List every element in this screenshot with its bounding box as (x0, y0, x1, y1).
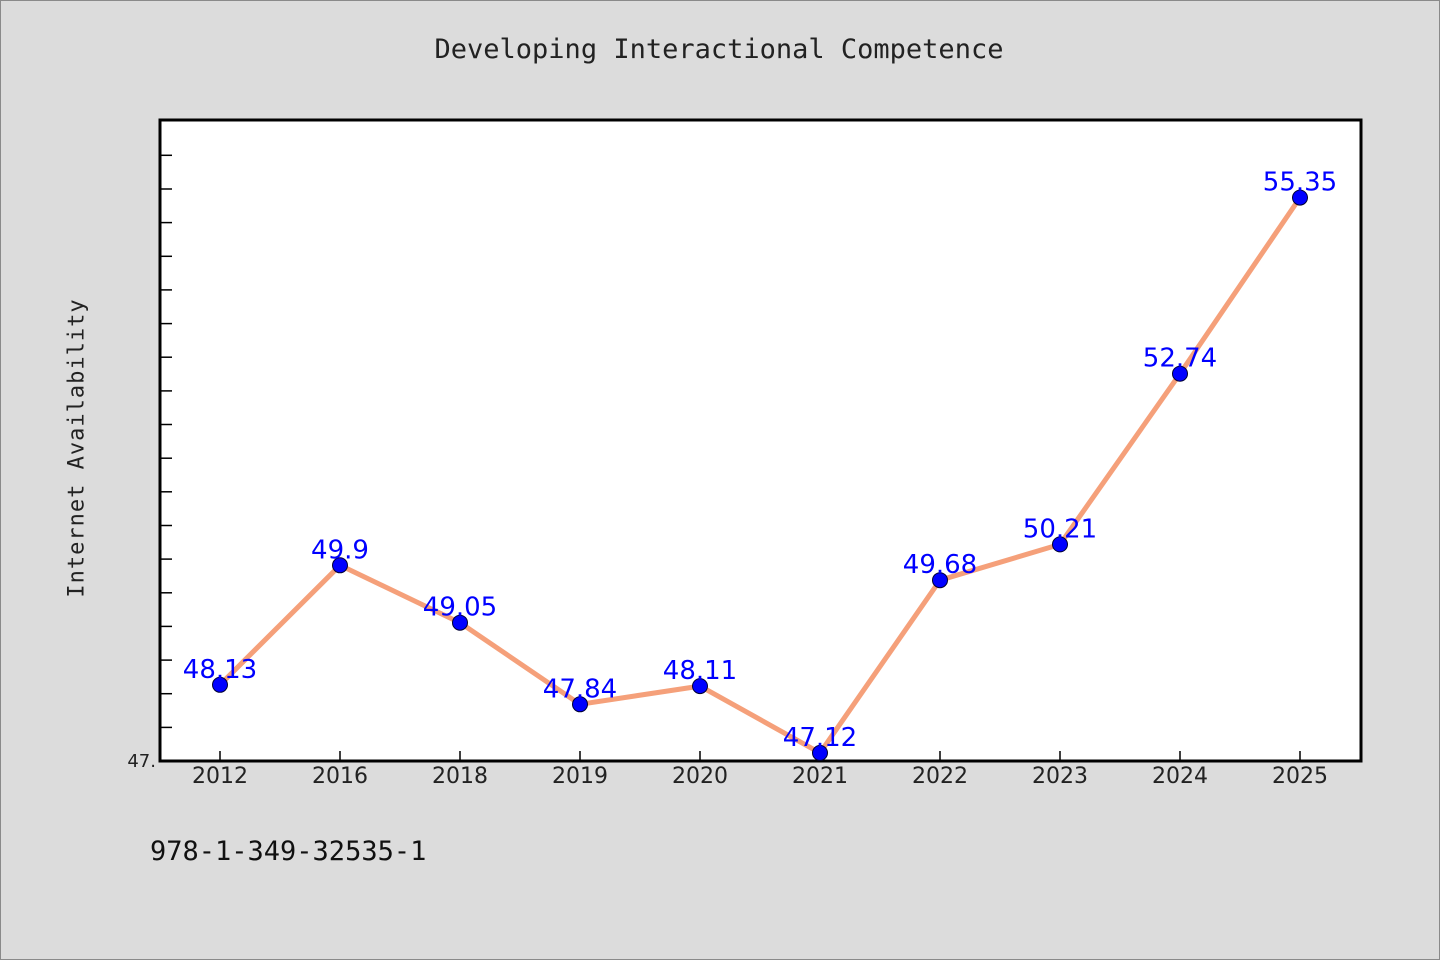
x-tick-label: 2021 (792, 764, 848, 789)
data-label: 52.74 (1143, 344, 1217, 374)
x-tick-label: 2018 (432, 764, 488, 789)
data-point (1292, 189, 1308, 206)
marker-layer (212, 189, 1308, 761)
data-point (1172, 365, 1188, 382)
data-label-layer: 48.13 49.9 49.05 47.84 48.11 47.12 49.68 50.21 5… (183, 168, 1337, 753)
data-point (692, 678, 708, 695)
x-tick-label: 2012 (192, 764, 248, 789)
data-label: 48.13 (183, 655, 257, 685)
y-tick-label: 47. (127, 751, 156, 772)
x-tick-label: 2019 (552, 764, 608, 789)
x-axis-tick-labels: 2012 2016 2018 2019 2020 2021 2022 2023 2024 2025 (192, 751, 1328, 789)
data-label: 49.9 (311, 535, 369, 565)
series-line (217, 195, 1303, 756)
plot-area (158, 118, 1363, 763)
data-point (812, 744, 828, 761)
data-label: 55.35 (1263, 168, 1337, 198)
data-label: 48.11 (663, 656, 737, 686)
x-tick-label: 2016 (312, 764, 368, 789)
y-axis-ticks: 47. (127, 154, 172, 772)
data-label: 49.05 (423, 593, 497, 623)
data-label: 49.68 (903, 550, 977, 580)
x-tick-label: 2025 (1272, 764, 1328, 789)
data-point (212, 676, 228, 693)
x-tick-label: 2024 (1152, 764, 1208, 789)
data-point (932, 572, 948, 589)
data-label: 47.84 (543, 674, 617, 704)
x-tick-label: 2023 (1032, 764, 1088, 789)
x-tick-label: 2022 (912, 764, 968, 789)
data-point (572, 696, 588, 713)
series-line-layer (217, 195, 1303, 756)
data-label: 47.12 (783, 723, 857, 753)
data-point (452, 614, 468, 631)
data-point (1052, 536, 1068, 553)
x-tick-label: 2020 (672, 764, 728, 789)
chart-title: Developing Interactional Competence (434, 34, 1004, 65)
data-point (332, 557, 348, 574)
isbn-text: 978-1-349-32535-1 (150, 836, 427, 867)
data-label: 50.21 (1023, 514, 1097, 544)
